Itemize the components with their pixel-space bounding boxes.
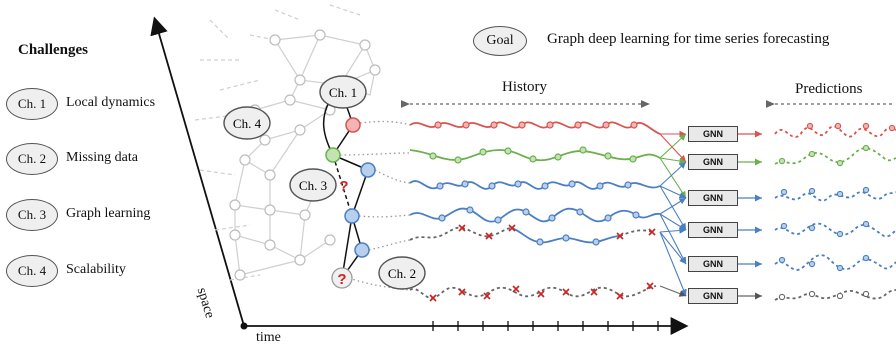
node-blue-3: [354, 242, 370, 258]
node-green: [325, 147, 341, 163]
node-blue-1: [360, 162, 376, 178]
prediction-points-red: [806, 122, 896, 132]
graph-tag-ch3: Ch. 3: [299, 178, 327, 193]
history-series-red: [409, 121, 661, 135]
history-series-blue-1-points: [436, 180, 632, 190]
prediction-series-blue-1: [774, 191, 896, 202]
history-series-blue-3-missing: [458, 224, 656, 240]
challenge-4-label: Scalability: [66, 262, 126, 277]
history-series-blue-2-points: [438, 206, 640, 224]
node-blue-2: [344, 208, 360, 224]
unknown-edge-mark: ?: [339, 178, 348, 195]
gnn-box-4: GNN: [688, 222, 738, 238]
node-unknown: [331, 267, 353, 289]
history-series-gray: [409, 285, 657, 299]
graph-tag-ch4-shape: [223, 106, 271, 140]
gnn-box-5: GNN: [688, 256, 738, 272]
space-axis: [150, 16, 245, 327]
graph-tag-ch4: Ch. 4: [233, 116, 262, 131]
node-red: [345, 117, 361, 133]
prediction-points-green: [778, 144, 870, 167]
unknown-node-mark: ?: [337, 271, 346, 288]
prediction-series-green: [774, 147, 896, 165]
history-series-blue-3: [409, 226, 653, 244]
gnn-box-2: GNN: [688, 154, 738, 170]
graph-tag-ch1: Ch. 1: [329, 85, 357, 100]
prediction-series-red: [774, 125, 896, 138]
prediction-points-blue-2: [780, 220, 870, 238]
history-series-gray-missing: [429, 282, 654, 302]
prediction-points-gray: [778, 290, 870, 301]
challenge-1-label: Local dynamics: [66, 95, 156, 110]
history-series-blue-2: [409, 207, 661, 223]
gnn-box-3: GNN: [688, 190, 738, 206]
history-series-green-points: [429, 146, 637, 164]
predictions-label: Predictions: [795, 81, 863, 97]
history-series-blue-1: [409, 180, 661, 190]
challenge-2-label: Missing data: [66, 150, 138, 165]
history-label: History: [502, 79, 547, 95]
challenge-2-tag: Ch. 2: [6, 143, 58, 175]
time-axis-label: time: [256, 330, 281, 345]
graph-tag-ch2: Ch. 2: [388, 266, 416, 281]
axis-origin: [240, 322, 248, 330]
graph-tag-ch3-shape: [289, 168, 337, 202]
history-series-red-points: [434, 121, 638, 129]
prediction-series-gray: [774, 289, 896, 301]
goal-text: Graph deep learning for time series fore…: [547, 31, 830, 47]
gnn-box-1: GNN: [688, 126, 738, 142]
prediction-series-blue-2: [774, 222, 896, 238]
challenge-3-label: Graph learning: [66, 206, 151, 221]
prediction-series-blue-3: [774, 254, 896, 271]
challenges-title: Challenges: [18, 42, 89, 58]
prediction-points-blue-1: [780, 186, 870, 198]
gnn-input-arrows: [659, 130, 687, 297]
gnn-output-arrows: [738, 130, 762, 300]
prediction-points-blue-3: [778, 254, 870, 272]
challenge-4-tag: Ch. 4: [6, 255, 58, 287]
challenge-3-tag: Ch. 3: [6, 199, 58, 231]
node-series-links: [339, 120, 411, 291]
graph-tag-ch1-shape: [319, 75, 367, 109]
graph-tag-ch2-shape: [378, 256, 426, 290]
background-graph-nodes: [229, 29, 381, 281]
goal-tag: Goal: [473, 26, 527, 56]
challenge-1-tag: Ch. 1: [6, 88, 58, 120]
time-ticks: [432, 321, 659, 331]
history-series-blue-3-points: [536, 234, 600, 246]
gnn-box-6: GNN: [688, 288, 738, 304]
